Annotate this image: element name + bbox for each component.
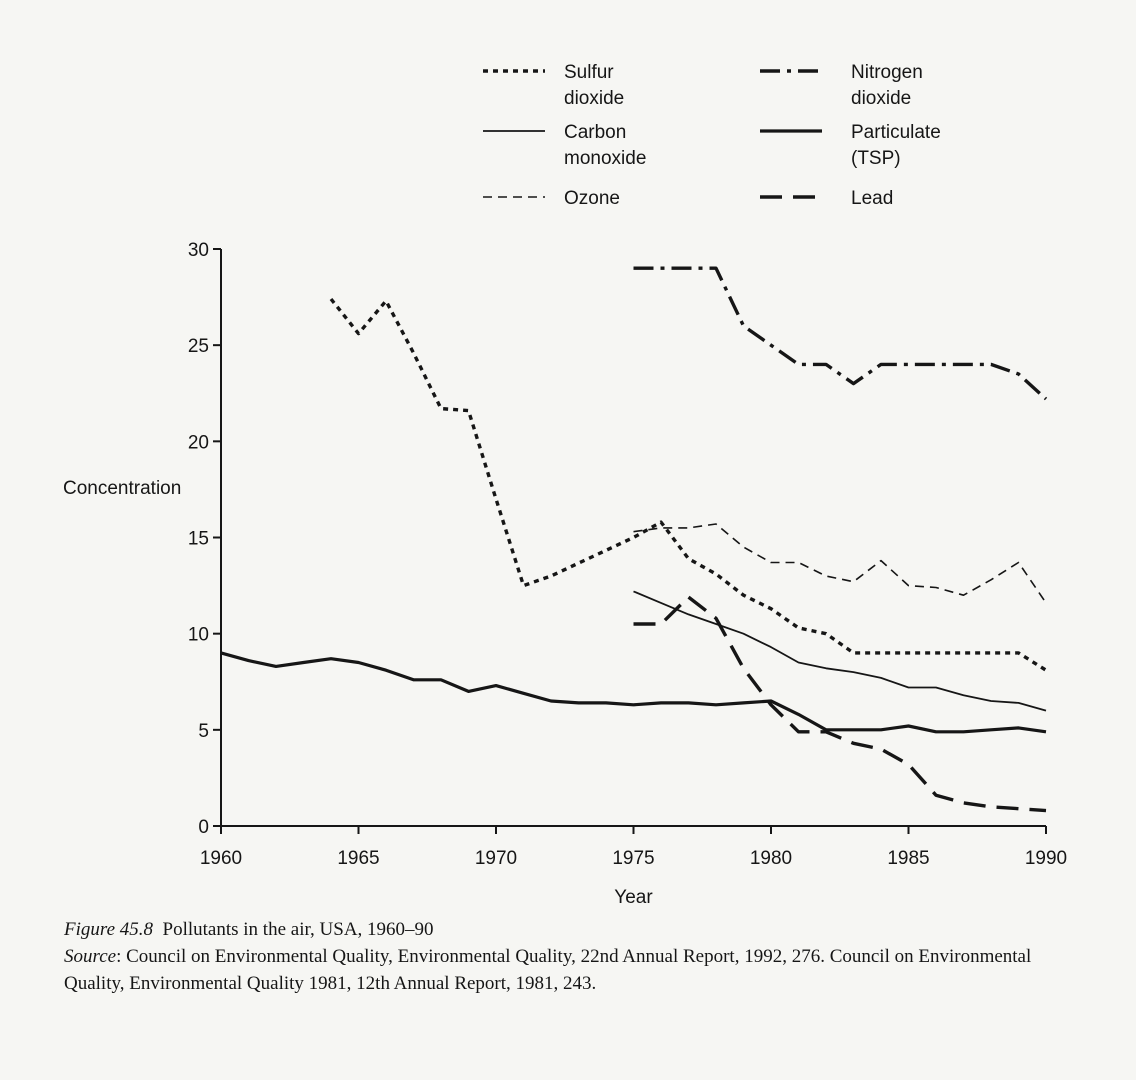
figure-label: Figure 45.8 (64, 919, 154, 940)
y-axis-title: Concentration (63, 478, 181, 499)
x-tick-label: 1960 (200, 848, 242, 869)
y-tick-label: 10 (188, 625, 209, 646)
legend-item: Ozone (483, 188, 620, 209)
legend-label: Lead (851, 188, 893, 209)
legend-item: Lead (760, 188, 893, 209)
legend-label: Carbon (564, 122, 626, 143)
pollutants-line-chart: Sulfur dioxide Carbon monoxide Ozone Nitrogen… (63, 62, 1067, 908)
x-tick-label: 1970 (475, 848, 517, 869)
chart-legend: Sulfur dioxide Carbon monoxide Ozone Nitrogen… (483, 62, 941, 209)
y-tick-label: 15 (188, 529, 209, 550)
series-line-6 (633, 595, 1047, 813)
legend-label: (TSP) (851, 148, 901, 169)
legend-label: Sulfur (564, 62, 614, 83)
y-tick-label: 0 (198, 817, 209, 838)
figure-title-line: Figure 45.8 Pollutants in the air, USA, … (64, 916, 1094, 943)
series-line-3 (633, 523, 1047, 604)
source-text: : Council on Environmental Quality, Envi… (64, 946, 1032, 994)
legend-item: Nitrogen dioxide (760, 62, 923, 109)
x-tick-label: 1965 (337, 848, 379, 869)
y-tick-label: 25 (188, 336, 209, 357)
chart-series-layer (220, 266, 1048, 813)
legend-label: dioxide (851, 88, 911, 109)
chart-axes: 0 5 10 15 20 25 30 1960 1965 1970 1975 1980 1985 1990… (63, 240, 1067, 908)
x-tick-label: 1980 (750, 848, 792, 869)
x-tick-label: 1985 (887, 848, 929, 869)
y-tick-label: 5 (198, 721, 209, 742)
legend-label: Particulate (851, 122, 941, 143)
x-tick-label: 1990 (1025, 848, 1067, 869)
figure-title: Pollutants in the air, USA, 1960–90 (162, 919, 434, 940)
legend-label: dioxide (564, 88, 624, 109)
series-line-5 (220, 651, 1047, 734)
legend-label: Ozone (564, 188, 620, 209)
y-tick-label: 30 (188, 240, 209, 261)
legend-label: Nitrogen (851, 62, 923, 83)
series-line-4 (633, 266, 1048, 401)
figure-caption: Figure 45.8 Pollutants in the air, USA, … (64, 916, 1094, 997)
figure-source: Source: Council on Environmental Quality… (64, 943, 1094, 997)
legend-item: Carbon monoxide (483, 122, 646, 169)
legend-item: Sulfur dioxide (483, 62, 624, 109)
series-line-1 (329, 297, 1047, 672)
legend-item: Particulate (TSP) (760, 122, 941, 169)
series-line-2 (633, 590, 1047, 712)
legend-label: monoxide (564, 148, 646, 169)
source-label: Source (64, 946, 117, 967)
y-tick-label: 20 (188, 432, 209, 453)
x-axis-title: Year (614, 887, 653, 908)
x-tick-label: 1975 (612, 848, 654, 869)
